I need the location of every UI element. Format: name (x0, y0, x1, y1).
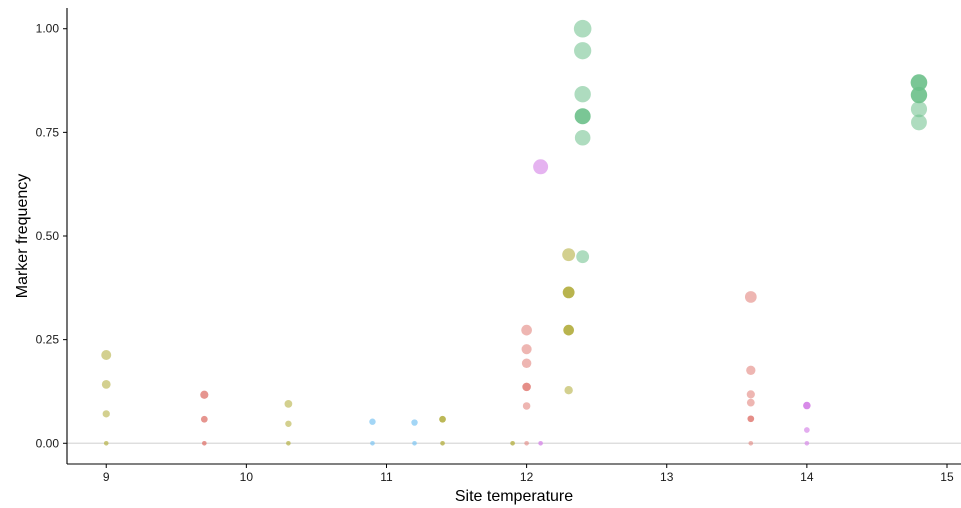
data-point (102, 410, 110, 418)
data-point (200, 415, 208, 423)
data-point (285, 420, 292, 428)
data-point (521, 358, 532, 369)
x-tick-label: 11 (380, 470, 393, 484)
data-point (574, 86, 591, 103)
data-point (522, 402, 531, 410)
x-tick-label: 9 (103, 470, 110, 484)
data-point (103, 440, 109, 446)
data-point (521, 344, 532, 355)
x-tick-label: 10 (240, 470, 254, 484)
x-tick-label: 13 (660, 470, 674, 484)
data-point (910, 86, 928, 104)
x-axis-title: Site temperature (455, 488, 573, 505)
y-axis-title: Marker frequency (14, 174, 31, 299)
data-point (286, 440, 291, 446)
data-point (562, 248, 576, 262)
data-point (573, 19, 592, 38)
data-point (746, 398, 755, 407)
data-point (538, 440, 543, 446)
data-point (911, 114, 927, 131)
data-point (369, 418, 376, 425)
data-point (910, 74, 928, 91)
data-point (574, 129, 591, 146)
data-point (522, 382, 531, 392)
data-point (747, 415, 755, 423)
data-point (803, 401, 811, 410)
data-point (439, 415, 446, 423)
data-point (101, 349, 112, 360)
data-point (521, 324, 532, 336)
data-point (370, 440, 375, 446)
y-tick-label: 1.00 (36, 22, 60, 36)
data-point (101, 380, 111, 389)
data-point (746, 365, 756, 375)
y-tick-label: 0.00 (36, 436, 60, 450)
data-point (564, 386, 573, 395)
data-point (576, 250, 590, 264)
data-point (744, 291, 757, 303)
data-point (563, 324, 574, 336)
data-point (574, 108, 591, 125)
ticks-layer: 9 10 11 12 13 14 15 0.00 0.25 0.50 0.75 1.00 (36, 22, 954, 484)
data-point (202, 440, 207, 446)
data-point (412, 440, 417, 446)
x-tick-label: 15 (940, 470, 954, 484)
y-tick-label: 0.25 (36, 333, 60, 347)
data-point (524, 440, 529, 446)
data-point (804, 440, 810, 446)
data-point (746, 390, 755, 399)
x-tick-label: 12 (520, 470, 534, 484)
points-layer (101, 19, 928, 446)
data-point (440, 440, 445, 446)
data-point (200, 390, 209, 399)
data-point (804, 427, 810, 433)
x-tick-label: 14 (800, 470, 814, 484)
data-point (284, 400, 293, 408)
data-point (533, 159, 549, 175)
data-point (910, 101, 928, 118)
data-point (510, 440, 515, 446)
y-tick-label: 0.75 (36, 125, 60, 139)
data-point (411, 419, 418, 426)
data-point (748, 440, 754, 446)
data-point (562, 286, 575, 299)
y-tick-label: 0.50 (36, 229, 60, 243)
data-point (574, 42, 592, 60)
